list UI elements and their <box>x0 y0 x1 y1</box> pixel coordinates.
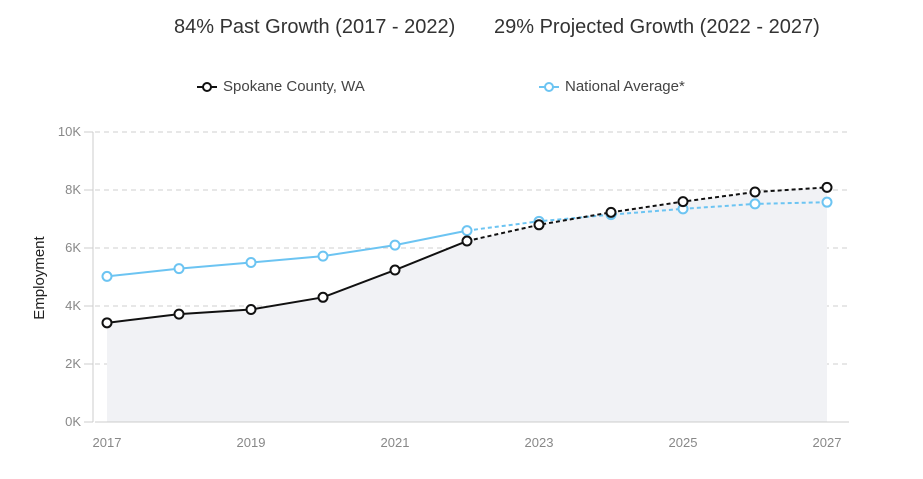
county-point-2019 <box>245 303 257 315</box>
county-area-fill <box>107 187 827 422</box>
legend-item-county[interactable]: Spokane County, WA <box>197 78 365 95</box>
county-point-2017 <box>101 317 113 329</box>
x-tick-label: 2023 <box>525 435 554 450</box>
x-tick-label: 2021 <box>381 435 410 450</box>
national-point-2022 <box>461 225 473 237</box>
x-tick-label: 2019 <box>237 435 266 450</box>
county-line-past <box>106 240 468 324</box>
y-tick-label: 10K <box>58 124 81 139</box>
national-point-2020 <box>317 250 329 262</box>
county-point-2018 <box>173 308 185 320</box>
y-tick-label: 6K <box>65 240 81 255</box>
legend-label-national: National Average* <box>565 78 685 95</box>
national-point-2027 <box>821 196 833 208</box>
county-point-2024 <box>605 206 617 218</box>
y-tick-label: 4K <box>65 298 81 313</box>
y-tick-label: 8K <box>65 182 81 197</box>
x-tick-label: 2025 <box>669 435 698 450</box>
national-point-2017 <box>101 270 113 282</box>
projected-growth-title: 29% Projected Growth (2022 - 2027) <box>494 16 820 38</box>
legend-label-county: Spokane County, WA <box>223 78 365 95</box>
legend-marker-national-icon <box>539 81 559 92</box>
county-point-2020 <box>317 291 329 303</box>
national-point-2021 <box>389 239 401 251</box>
national-point-2026 <box>749 198 761 210</box>
county-point-2021 <box>389 264 401 276</box>
x-tick-label: 2027 <box>813 435 842 450</box>
national-point-2019 <box>245 257 257 268</box>
county-point-2023 <box>533 219 545 231</box>
y-axis-label: Employment <box>31 235 48 319</box>
national-line-projected <box>466 201 828 232</box>
axes: 0K 2K 4K 6K 8K 10K 2017 2019 2021 2023 2025 2027 <box>58 124 849 450</box>
legend-item-national[interactable]: National Average* <box>539 78 685 95</box>
county-point-2025 <box>677 196 689 208</box>
y-tick-label: 2K <box>65 356 81 371</box>
legend-marker-county-icon <box>197 81 217 92</box>
past-growth-title: 84% Past Growth (2017 - 2022) <box>174 16 456 38</box>
county-line-projected <box>466 186 828 243</box>
national-line-past <box>106 229 468 278</box>
y-tick-label: 0K <box>65 414 81 429</box>
county-point-2026 <box>749 186 761 198</box>
x-tick-label: 2017 <box>93 435 122 450</box>
county-point-2022 <box>461 235 473 247</box>
series-lines <box>101 181 833 329</box>
county-point-2027 <box>821 181 833 193</box>
national-point-2018 <box>173 263 185 275</box>
area-fill <box>107 187 827 422</box>
